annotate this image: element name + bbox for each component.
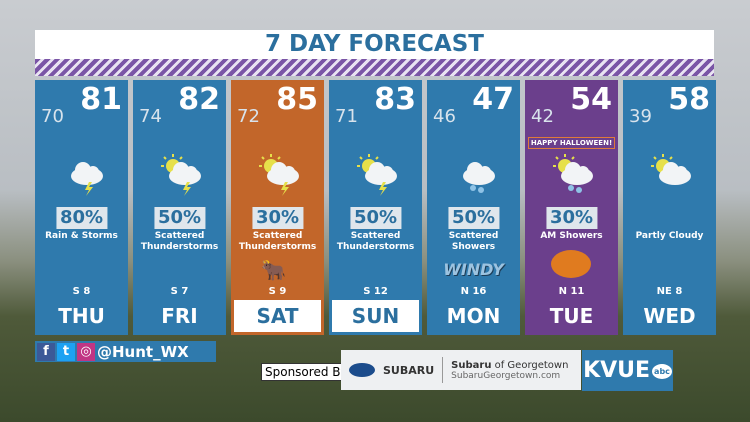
precip-chance: 50% xyxy=(153,207,206,229)
condition-text: Rain & Storms xyxy=(45,231,118,241)
partly-cloudy-icon xyxy=(645,152,695,192)
pumpkin-icon xyxy=(551,250,591,278)
facebook-icon: f xyxy=(37,342,55,361)
wind: NE 8 xyxy=(656,286,683,297)
partly-sunny-storm-icon xyxy=(155,152,205,196)
wind: S 12 xyxy=(363,286,388,297)
thunderstorm-icon xyxy=(57,152,107,196)
high-temp: 85 xyxy=(276,82,318,117)
day-label: TUE xyxy=(549,304,594,328)
low-temp: 72 xyxy=(237,106,260,127)
dealer-location: of Georgetown xyxy=(491,359,569,371)
page-title: 7 DAY FORECAST xyxy=(35,30,714,59)
partly-sunny-storm-icon xyxy=(351,152,401,196)
day-label: SAT xyxy=(234,300,321,332)
day-label: MON xyxy=(446,304,501,328)
sponsored-label: Sponsored By: xyxy=(261,363,355,381)
condition-text: Partly Cloudy xyxy=(635,231,704,241)
high-temp: 58 xyxy=(668,82,710,117)
high-temp: 47 xyxy=(472,82,514,117)
day-label: FRI xyxy=(161,304,198,328)
low-temp: 46 xyxy=(433,106,456,127)
day-column-sun: 83 71 50% Scattered Thunderstorms S 12 S… xyxy=(329,80,422,335)
low-temp: 42 xyxy=(531,106,554,127)
precip-chance: 80% xyxy=(55,207,108,229)
condition-text: Scattered Thunderstorms xyxy=(336,231,415,252)
day-label: WED xyxy=(643,304,696,328)
day-column-thu: 81 70 80% Rain & Storms S 8 THU xyxy=(35,80,128,335)
wind: N 11 xyxy=(558,286,585,297)
precip-chance: 50% xyxy=(447,207,500,229)
day-label: SUN xyxy=(332,300,419,332)
station-logo: KVUE abc xyxy=(582,350,673,391)
condition-text: Scattered Thunderstorms xyxy=(238,231,317,252)
instagram-icon: ◎ xyxy=(77,342,95,361)
condition-text: Scattered Showers xyxy=(448,231,499,252)
sponsor-banner: SUBARU Subaru of Georgetown SubaruGeorge… xyxy=(341,350,581,390)
sponsor-url: SubaruGeorgetown.com xyxy=(451,370,561,381)
wind: N 16 xyxy=(460,286,487,297)
windy-badge: WINDY xyxy=(443,260,504,279)
low-temp: 71 xyxy=(335,106,358,127)
wind: S 7 xyxy=(170,286,189,297)
low-temp: 70 xyxy=(41,106,64,127)
day-column-sat: 85 72 30% Scattered Thunderstorms 🐂 S 9 … xyxy=(231,80,324,335)
day-column-tue: 54 42 HAPPY HALLOWEEN! 30% AM Showers N … xyxy=(525,80,618,335)
twitter-icon: t xyxy=(57,342,75,361)
subaru-logo-icon xyxy=(349,363,375,377)
high-temp: 54 xyxy=(570,82,612,117)
sponsor-brand: SUBARU xyxy=(383,363,435,377)
showers-icon xyxy=(449,152,499,193)
precip-chance: 30% xyxy=(545,207,598,229)
day-column-wed: 58 39 Partly Cloudy NE 8 WED xyxy=(623,80,716,335)
decorative-stripe xyxy=(35,59,714,76)
day-column-mon: 47 46 50% Scattered Showers WINDY N 16 M… xyxy=(427,80,520,335)
social-bar: f t ◎ @Hunt_WX xyxy=(35,341,216,362)
low-temp: 74 xyxy=(139,106,162,127)
condition-text: Scattered Thunderstorms xyxy=(140,231,219,252)
dealer-name: Subaru xyxy=(451,359,492,371)
longhorn-icon: 🐂 xyxy=(261,258,286,282)
partly-sunny-storm-icon xyxy=(253,152,303,196)
station-name: KVUE xyxy=(583,358,651,383)
abc-logo-icon: abc xyxy=(652,363,672,379)
precip-chance: 50% xyxy=(349,207,402,229)
social-handle: @Hunt_WX xyxy=(97,342,189,361)
wind: S 9 xyxy=(268,286,287,297)
low-temp: 39 xyxy=(629,106,652,127)
day-label: THU xyxy=(58,304,105,328)
high-temp: 81 xyxy=(80,82,122,117)
precip-chance: 30% xyxy=(251,207,304,229)
high-temp: 82 xyxy=(178,82,220,117)
condition-text: AM Showers xyxy=(540,231,603,241)
day-column-fri: 82 74 50% Scattered Thunderstorms S 7 FR… xyxy=(133,80,226,335)
halloween-banner: HAPPY HALLOWEEN! xyxy=(528,137,615,149)
partly-sunny-showers-icon xyxy=(547,152,597,193)
wind: S 8 xyxy=(72,286,91,297)
high-temp: 83 xyxy=(374,82,416,117)
